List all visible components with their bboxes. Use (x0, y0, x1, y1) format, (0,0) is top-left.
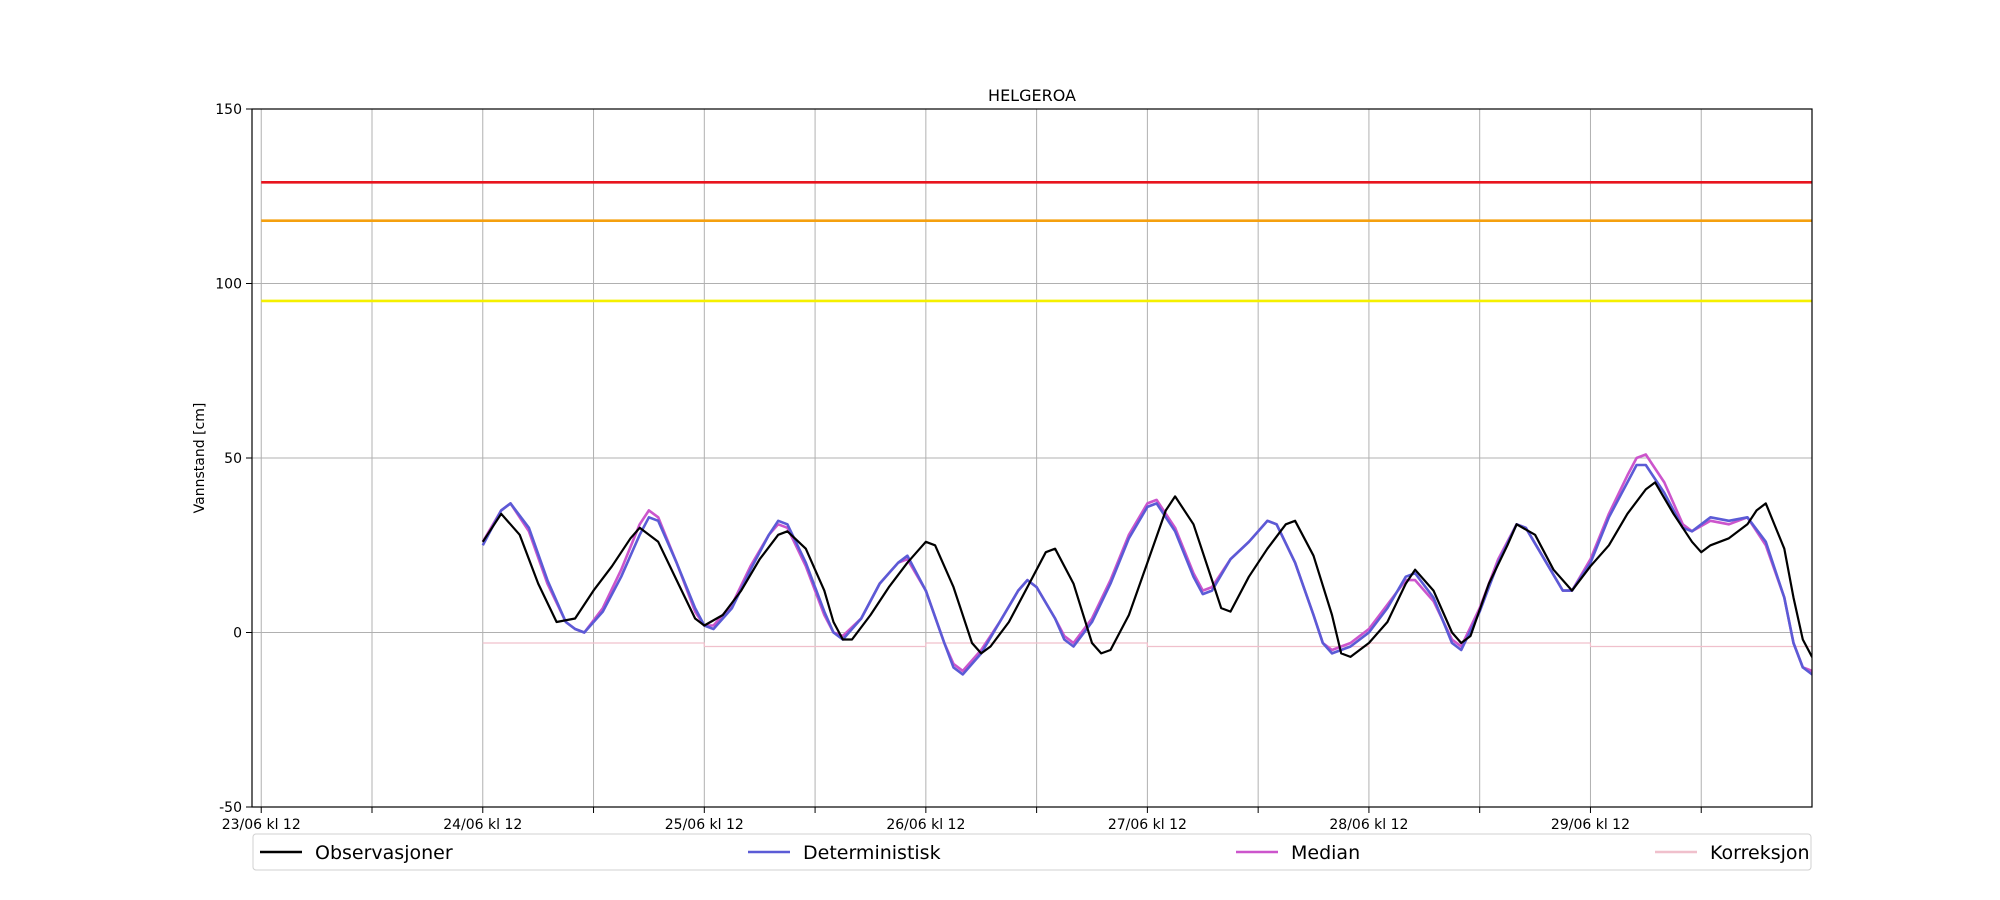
y-tick-label: 0 (233, 626, 242, 642)
x-axis-ticks: 23/06 kl 12 24/06 kl 12 25/06 kl 12 26/06 k… (222, 807, 1702, 833)
series-line-korreksjon (482, 642, 1812, 648)
series-line-deterministisk (481, 463, 1812, 676)
y-tick-label: 50 (224, 451, 242, 467)
legend-label: Median (1291, 842, 1360, 864)
y-axis-ticks: -50 0 50 100 150 (215, 102, 252, 816)
series-line-observasjoner (481, 481, 1812, 659)
threshold-lines (261, 180, 1812, 303)
chart-title: HELGEROA (988, 86, 1076, 105)
x-tick-label: 29/06 kl 12 (1551, 817, 1630, 833)
x-tick-label: 27/06 kl 12 (1108, 817, 1187, 833)
series-line-median (481, 453, 1812, 673)
x-tick-label: 23/06 kl 12 (222, 817, 301, 833)
x-tick-label: 28/06 kl 12 (1329, 817, 1408, 833)
legend-label: Deterministisk (803, 842, 941, 864)
y-axis-label: Vannstand [cm] (192, 403, 208, 514)
x-tick-label: 26/06 kl 12 (886, 817, 965, 833)
x-tick-label: 25/06 kl 12 (665, 817, 744, 833)
y-tick-label: -50 (219, 800, 242, 816)
y-tick-label: 150 (215, 102, 242, 118)
grid-layer (252, 108, 1812, 808)
legend-label: Observasjoner (315, 842, 453, 864)
x-tick-label: 24/06 kl 12 (443, 817, 522, 833)
legend: Observasjoner Deterministisk Median Korreks… (252, 833, 1812, 871)
y-tick-label: 100 (215, 277, 242, 293)
legend-label: Korreksjon (1710, 842, 1810, 864)
series-lines (481, 453, 1812, 676)
legend-frame (252, 833, 1812, 871)
